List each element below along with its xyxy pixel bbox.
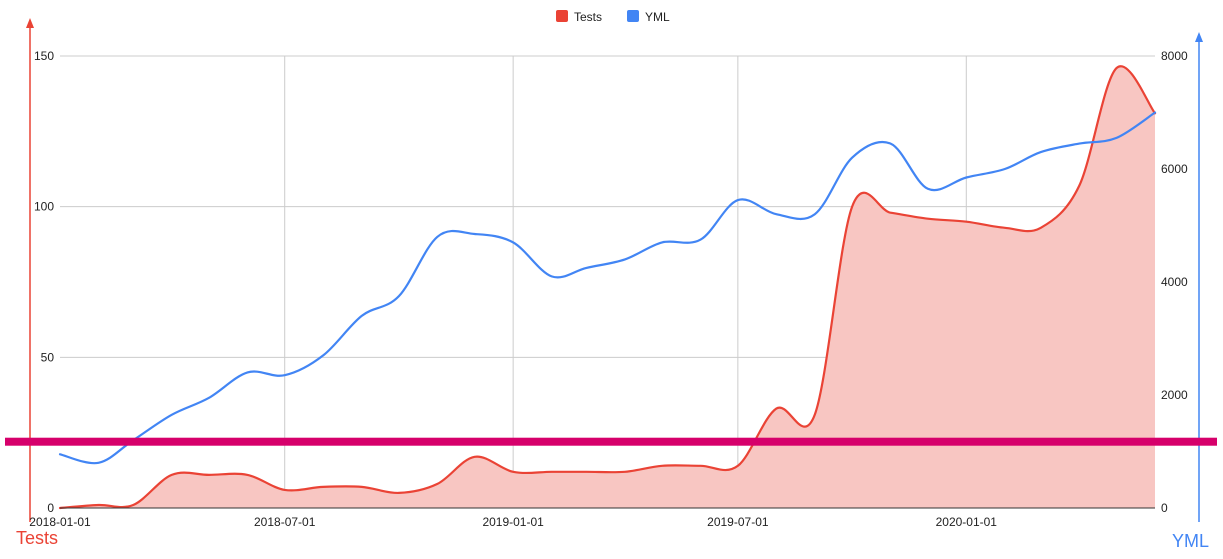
right-axis-title: YML [1172, 531, 1209, 551]
left-tick-label: 0 [47, 501, 54, 515]
yml-line [58, 111, 1157, 465]
right-tick-label: 6000 [1161, 162, 1188, 176]
x-tick-label: 2018-07-01 [254, 515, 316, 529]
legend-label: YML [645, 10, 670, 24]
x-tick-label: 2020-01-01 [936, 515, 998, 529]
legend-label: Tests [574, 10, 602, 24]
left-tick-label: 50 [41, 350, 55, 364]
tick-labels: 0 50 100 150 0 2000 4000 6000 8000 2018-01-01 2018… [29, 49, 1188, 529]
right-tick-label: 0 [1161, 501, 1168, 515]
right-tick-label: 4000 [1161, 275, 1188, 289]
legend-swatch [556, 10, 568, 22]
right-tick-label: 8000 [1161, 49, 1188, 63]
tests-line [58, 65, 1157, 510]
overlay [5, 437, 1217, 446]
highlight-line [5, 437, 1217, 446]
legend-swatch [627, 10, 639, 22]
x-tick-label: 2019-07-01 [707, 515, 769, 529]
left-tick-label: 100 [34, 200, 54, 214]
right-tick-label: 2000 [1161, 388, 1188, 402]
x-tick-label: 2019-01-01 [482, 515, 544, 529]
line-layer [58, 65, 1157, 510]
left-tick-label: 150 [34, 49, 54, 63]
left-axis-title: Tests [16, 528, 58, 548]
legend[interactable]: Tests YML [556, 10, 670, 24]
tests-area [60, 66, 1155, 509]
x-tick-label: 2018-01-01 [29, 515, 91, 529]
right-axis-arrowhead [1195, 32, 1203, 42]
left-axis-arrowhead [26, 18, 34, 28]
area-layer [60, 66, 1155, 509]
